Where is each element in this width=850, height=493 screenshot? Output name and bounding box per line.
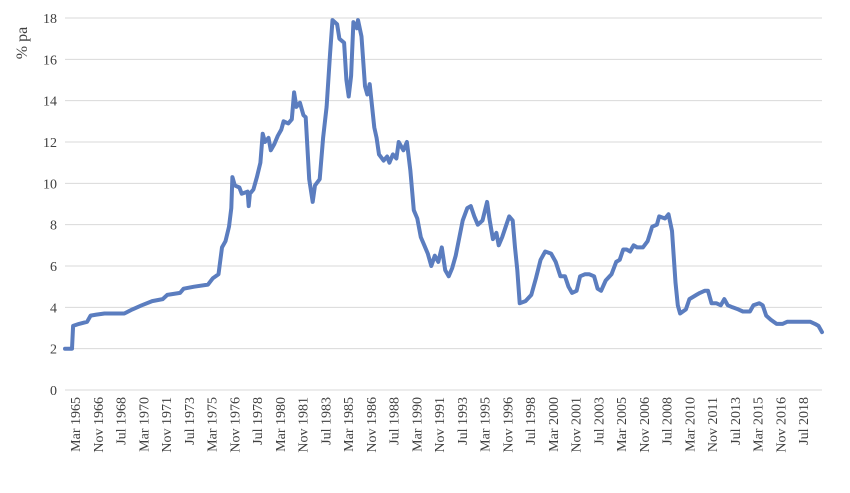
x-tick-label: Jul 1993 — [456, 397, 471, 445]
x-tick-label: Nov 1971 — [160, 397, 175, 453]
x-tick-label: Jul 2013 — [729, 397, 744, 445]
x-tick-label: Mar 1985 — [342, 397, 357, 452]
x-tick-label: Mar 2005 — [615, 397, 630, 452]
x-tick-label: Mar 1990 — [410, 397, 425, 452]
x-tick-label: Jul 2008 — [661, 397, 676, 445]
x-tick-label: Mar 2015 — [752, 397, 767, 452]
x-tick-label: Mar 1980 — [274, 397, 289, 452]
x-tick-label: Nov 1981 — [297, 397, 312, 453]
x-tick-label: Nov 1976 — [228, 397, 243, 453]
y-tick-label: 16 — [43, 53, 57, 68]
y-tick-label: 6 — [50, 260, 57, 275]
x-tick-label: Jul 2018 — [797, 397, 812, 445]
x-tick-label: Mar 1965 — [69, 397, 84, 452]
y-tick-label: 0 — [50, 384, 57, 399]
x-tick-label: Jul 1998 — [524, 397, 539, 445]
x-tick-label: Nov 2006 — [638, 397, 653, 453]
y-axis-ticks: 0 2 4 6 8 10 12 14 16 18 — [43, 12, 57, 399]
y-axis-label: % pa — [14, 27, 31, 59]
y-tick-label: 10 — [43, 177, 57, 192]
x-tick-label: Mar 1970 — [137, 397, 152, 452]
x-tick-label: Jul 1988 — [388, 397, 403, 445]
x-tick-label: Jul 1968 — [115, 397, 130, 445]
x-tick-label: Jul 1978 — [251, 397, 266, 445]
y-tick-label: 18 — [43, 12, 57, 27]
x-tick-label: Nov 1996 — [501, 397, 516, 453]
y-tick-label: 2 — [50, 343, 57, 358]
series-group — [63, 18, 824, 351]
x-tick-label: Mar 1975 — [206, 397, 221, 452]
x-tick-label: Mar 2000 — [547, 397, 562, 452]
y-tick-label: 4 — [50, 301, 57, 316]
x-tick-label: Mar 2010 — [683, 397, 698, 452]
x-axis-ticks: Mar 1965 Nov 1966 Jul 1968 Mar 1970 Nov 1971… — [69, 397, 812, 453]
x-tick-label: Jul 1983 — [319, 397, 334, 445]
y-tick-label: 8 — [50, 219, 57, 234]
gridlines — [65, 17, 822, 391]
y-tick-label: 14 — [43, 95, 57, 110]
x-tick-label: Nov 2001 — [570, 397, 585, 453]
x-tick-label: Nov 1991 — [433, 397, 448, 453]
series-line — [63, 18, 824, 351]
x-tick-label: Nov 1966 — [92, 397, 107, 453]
y-tick-label: 12 — [43, 136, 57, 151]
x-tick-label: Jul 2003 — [592, 397, 607, 445]
x-tick-label: Nov 2016 — [774, 397, 789, 453]
x-tick-label: Nov 2011 — [706, 397, 721, 452]
x-tick-label: Jul 1973 — [183, 397, 198, 445]
x-tick-label: Nov 1986 — [365, 397, 380, 453]
x-tick-label: Mar 1995 — [479, 397, 494, 452]
